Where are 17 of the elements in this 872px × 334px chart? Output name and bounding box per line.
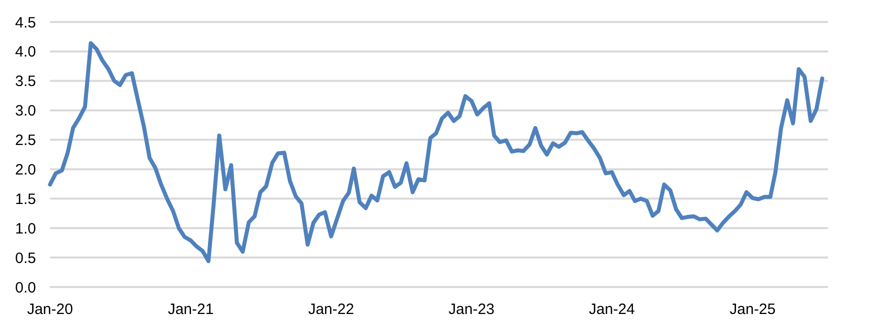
y-tick-label: 4.0 [15,44,36,61]
y-tick-label: 4.5 [15,14,36,32]
x-tick-label: Jan-20 [27,301,73,318]
y-tick-label: 3.5 [15,73,36,90]
y-tick-label: 2.0 [15,161,36,178]
x-tick-label: Jan-23 [448,301,494,318]
y-tick-label: 3.0 [15,102,36,120]
y-tick-label: 1.5 [15,190,36,208]
x-tick-label: Jan-24 [588,301,635,318]
y-tick-label: 0.5 [15,250,36,267]
y-tick-label: 0.0 [15,279,36,296]
x-tick-label: Jan-22 [308,301,354,318]
line-series [48,41,824,264]
x-tick-label: Jan-25 [730,301,776,318]
y-tick-label: 2.5 [15,132,36,150]
x-tick-label: Jan-21 [168,301,214,318]
y-tick-label: 1.0 [15,220,36,238]
